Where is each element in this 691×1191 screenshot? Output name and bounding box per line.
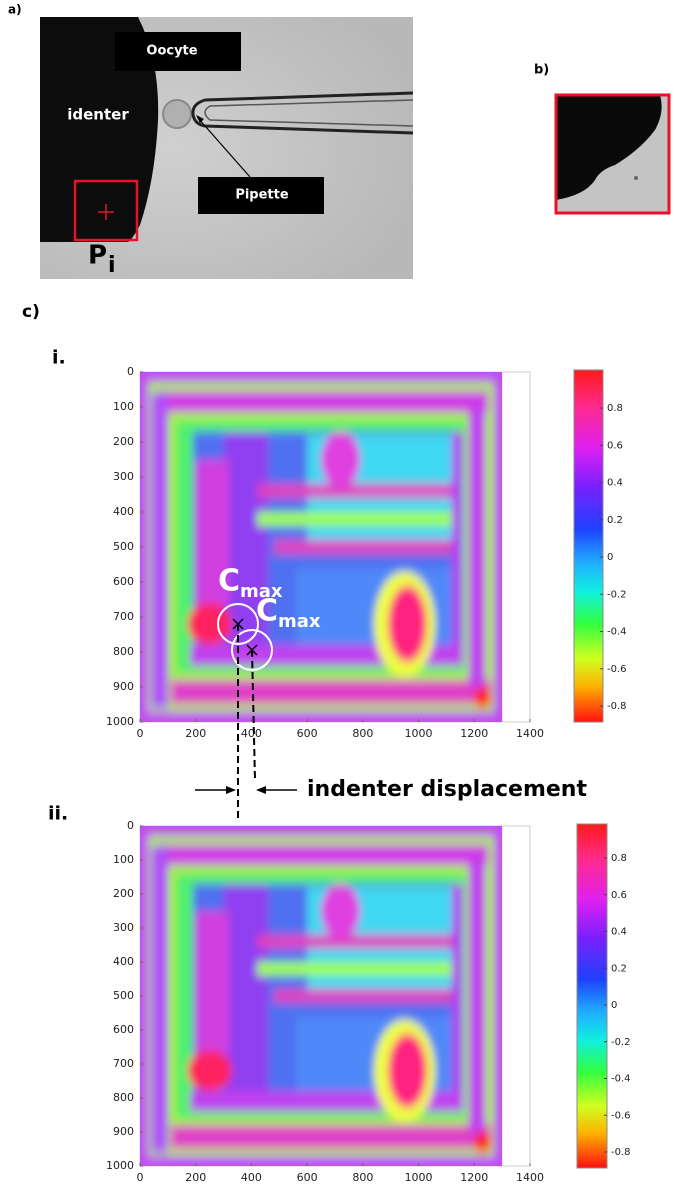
zoom-inset (554, 93, 671, 215)
y-tick-label: 300 (113, 921, 134, 934)
colorbar-tick-label: 0 (611, 1000, 617, 1011)
colorbar-tick-label: -0.4 (607, 627, 627, 638)
heatmap (129, 358, 513, 736)
y-tick-label: 200 (113, 435, 134, 448)
panel-label: c) (22, 302, 40, 322)
y-tick-label: 900 (113, 680, 134, 693)
x-tick-label: 600 (297, 727, 318, 740)
cmax-label: C (218, 564, 240, 599)
y-tick-label: 300 (113, 470, 134, 483)
y-tick-label: 400 (113, 955, 134, 968)
x-tick-label: 600 (297, 1171, 318, 1184)
colorbar-tick-label: 0.8 (611, 853, 627, 864)
colorbar-tick-label: -0.6 (611, 1110, 631, 1121)
x-tick-label: 200 (185, 1171, 206, 1184)
x-tick-label: 0 (137, 727, 144, 740)
colorbar-tick-label: -0.8 (607, 701, 627, 712)
x-tick-label: 1200 (460, 1171, 488, 1184)
cmax-label: C (256, 594, 278, 629)
x-tick-label: 800 (352, 727, 373, 740)
colorbar-tick-label: 0 (607, 552, 613, 563)
displacement-label: indenter displacement (307, 777, 587, 802)
panel-label: a) (8, 3, 22, 17)
micrograph (40, 17, 414, 279)
colorbar-tick-label: -0.2 (607, 589, 627, 600)
cmax-subscript: max (278, 611, 321, 632)
colorbar-tick-label: -0.8 (611, 1147, 631, 1158)
cmax-circle (231, 629, 273, 671)
x-tick-label: 1200 (460, 727, 488, 740)
colorbar-tick-label: 0.4 (611, 927, 627, 938)
y-tick-label: 0 (127, 819, 134, 832)
y-tick-label: 1000 (106, 715, 134, 728)
y-tick-label: 200 (113, 887, 134, 900)
x-tick-label: 1000 (405, 1171, 433, 1184)
x-tick-label: 1000 (405, 727, 433, 740)
pipette-label: Pipette (235, 188, 289, 203)
x-tick-label: 1400 (516, 1171, 544, 1184)
p-label: P (88, 241, 107, 271)
colorbar-tick-label: 0.6 (611, 890, 627, 901)
y-tick-label: 500 (113, 989, 134, 1002)
y-tick-label: 900 (113, 1125, 134, 1138)
x-tick-label: 200 (185, 727, 206, 740)
colorbar-tick-label: 0.2 (607, 515, 623, 526)
cmax-circle (217, 603, 259, 645)
colorbar-tick-label: 0.6 (607, 440, 623, 451)
displacement-annotation (195, 624, 297, 818)
colorbar-tick-label: 0.4 (607, 478, 623, 489)
colorbar-tick-label: -0.4 (611, 1074, 631, 1085)
x-tick-label: 400 (241, 1171, 262, 1184)
colorbar-tick-label: 0.2 (611, 963, 627, 974)
x-tick-label: 1400 (516, 727, 544, 740)
y-tick-label: 600 (113, 1023, 134, 1036)
colorbar-tick-label: 0.8 (607, 403, 623, 414)
y-tick-label: 0 (127, 365, 134, 378)
x-tick-label: 400 (241, 727, 262, 740)
y-tick-label: 800 (113, 645, 134, 658)
plot-label: ii. (48, 803, 68, 825)
y-tick-label: 800 (113, 1091, 134, 1104)
plot-label: i. (52, 347, 66, 369)
y-tick-label: 100 (113, 400, 134, 413)
y-tick-label: 100 (113, 853, 134, 866)
panel-label: b) (534, 63, 549, 78)
heatmap (129, 812, 513, 1179)
y-tick-label: 1000 (106, 1159, 134, 1172)
identer-label: identer (67, 106, 129, 124)
colorbar (573, 369, 604, 723)
y-tick-label: 500 (113, 540, 134, 553)
x-tick-label: 800 (352, 1171, 373, 1184)
cmax-subscript: max (240, 581, 283, 602)
oocyte-label: Oocyte (146, 44, 197, 59)
colorbar-tick-label: -0.6 (607, 664, 627, 675)
p-subscript: i (108, 253, 116, 278)
x-tick-label: 0 (137, 1171, 144, 1184)
y-tick-label: 600 (113, 575, 134, 588)
y-tick-label: 400 (113, 505, 134, 518)
colorbar (576, 823, 608, 1169)
y-tick-label: 700 (113, 1057, 134, 1070)
y-tick-label: 700 (113, 610, 134, 623)
colorbar-tick-label: -0.2 (611, 1037, 631, 1048)
